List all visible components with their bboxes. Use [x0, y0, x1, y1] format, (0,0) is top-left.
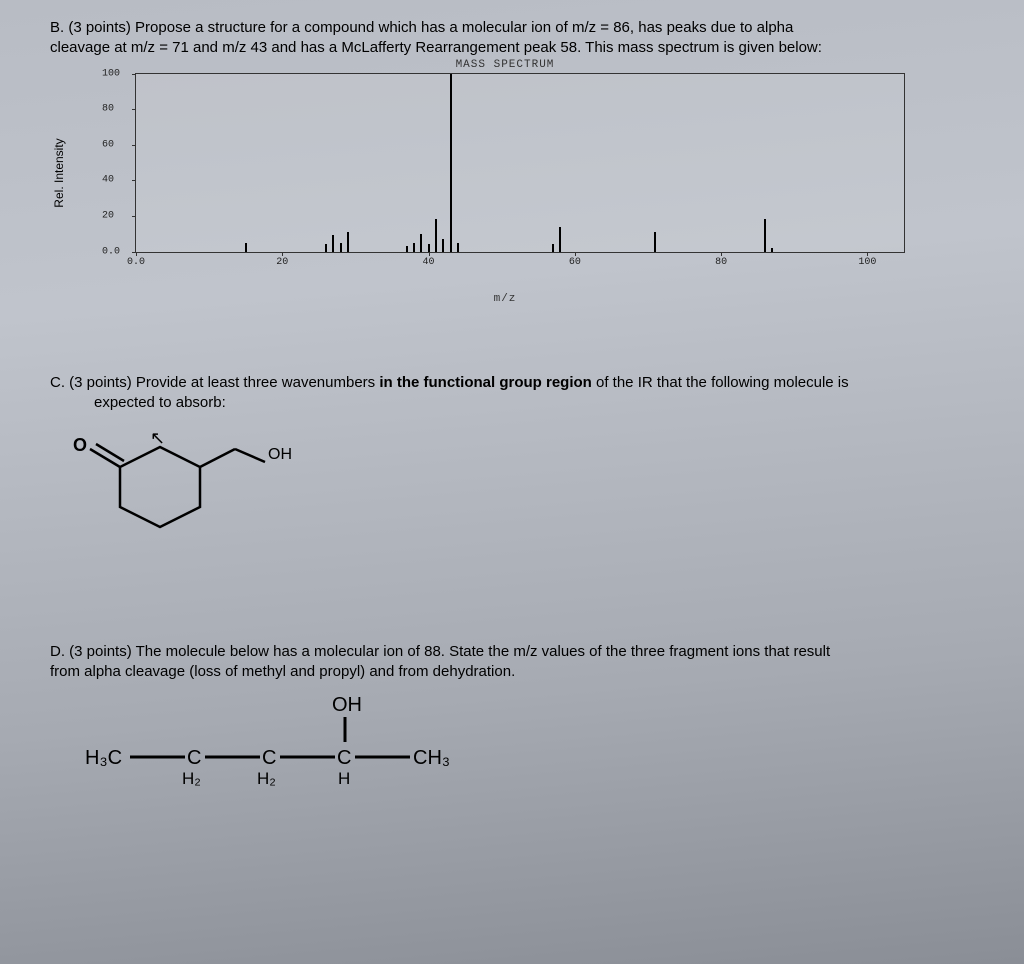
ytick-label: 20: [102, 210, 114, 221]
d-h2b: H₂: [257, 769, 276, 788]
qb-label: B. (3 points): [50, 19, 131, 36]
xtick-label: 20: [276, 257, 288, 268]
oh-label: OH: [268, 446, 292, 463]
ytick-mark: [132, 109, 136, 110]
ytick-label: 100: [102, 68, 120, 79]
spectrum-peak: [347, 232, 349, 252]
spectrum-peak: [457, 243, 459, 252]
ytick-mark: [132, 180, 136, 181]
qd-label: D. (3 points): [50, 643, 132, 660]
ytick-label: 40: [102, 175, 114, 186]
qc-t3: expected to absorb:: [50, 393, 984, 413]
qd-t2: from alpha cleavage (loss of methyl and …: [50, 662, 984, 682]
spectrum-peak: [245, 243, 247, 252]
xtick-mark: [721, 252, 722, 256]
xtick-label: 100: [858, 257, 876, 268]
d-c1: C: [187, 747, 201, 769]
xtick-label: 0.0: [127, 257, 145, 268]
qc-bold: in the functional group region: [379, 374, 591, 391]
d-h: H: [338, 769, 350, 788]
ytick-mark: [132, 145, 136, 146]
spectrum-peak: [771, 248, 773, 252]
spectrum-peak: [332, 235, 334, 251]
cursor-mark: ↖: [150, 428, 165, 448]
qc-t1: Provide at least three wavenumbers: [136, 374, 375, 391]
spectrum-peak: [552, 244, 554, 251]
spectrum-peak: [654, 232, 656, 252]
xtick-label: 60: [569, 257, 581, 268]
qd-t1: The molecule below has a molecular ion o…: [136, 643, 831, 660]
ytick-label: 60: [102, 139, 114, 150]
qb-line1: Propose a structure for a compound which…: [135, 19, 793, 36]
plot-area: 0.0204060801000.020406080100: [135, 73, 905, 253]
mass-spectrum-chart: MASS SPECTRUM Rel. Intensity 0.020406080…: [95, 63, 915, 283]
d-c3: C: [337, 747, 351, 769]
question-b-text: B. (3 points) Propose a structure for a …: [50, 18, 984, 38]
qb-line2: cleavage at m/z = 71 and m/z 43 and has …: [50, 38, 984, 58]
question-c-text: C. (3 points) Provide at least three wav…: [50, 373, 984, 393]
spectrum-peak: [340, 243, 342, 252]
spectrum-peak: [420, 234, 422, 252]
d-ch3: CH₃: [413, 747, 450, 769]
xtick-mark: [575, 252, 576, 256]
question-c: C. (3 points) Provide at least three wav…: [50, 373, 984, 553]
xtick-mark: [867, 252, 868, 256]
xtick-mark: [282, 252, 283, 256]
spectrum-peak: [325, 244, 327, 251]
ytick-label: 80: [102, 104, 114, 115]
chart-title: MASS SPECTRUM: [456, 59, 555, 71]
spectrum-peak: [559, 227, 561, 252]
spectrum-peak: [435, 219, 437, 251]
ytick-mark: [132, 216, 136, 217]
spectrum-peak: [428, 244, 430, 251]
spectrum-peak: [450, 74, 452, 252]
d-oh: OH: [332, 694, 362, 716]
qc-t2: of the IR that the following molecule is: [596, 374, 849, 391]
d-h3c: H₃C: [85, 747, 122, 769]
spectrum-peak: [442, 239, 444, 251]
ytick-label: 0.0: [102, 246, 120, 257]
ytick-mark: [132, 74, 136, 75]
chart-ylabel: Rel. Intensity: [52, 138, 66, 207]
question-d: D. (3 points) The molecule below has a m…: [50, 642, 984, 822]
xtick-mark: [136, 252, 137, 256]
spectrum-peak: [413, 243, 415, 252]
qc-label: C. (3 points): [50, 374, 132, 391]
chart-xlabel: m/z: [494, 293, 517, 305]
molecule-c: O OH ↖: [50, 417, 310, 547]
xtick-mark: [429, 252, 430, 256]
xtick-label: 80: [715, 257, 727, 268]
o-label: O: [73, 435, 87, 455]
d-h2a: H₂: [182, 769, 201, 788]
question-d-text: D. (3 points) The molecule below has a m…: [50, 642, 984, 662]
question-b: B. (3 points) Propose a structure for a …: [50, 18, 984, 283]
d-c2: C: [262, 747, 276, 769]
xtick-label: 40: [423, 257, 435, 268]
spectrum-peak: [764, 219, 766, 251]
spectrum-peak: [406, 246, 408, 251]
molecule-d: OH H₃C C H₂ C H₂ C H CH₃: [50, 687, 510, 817]
